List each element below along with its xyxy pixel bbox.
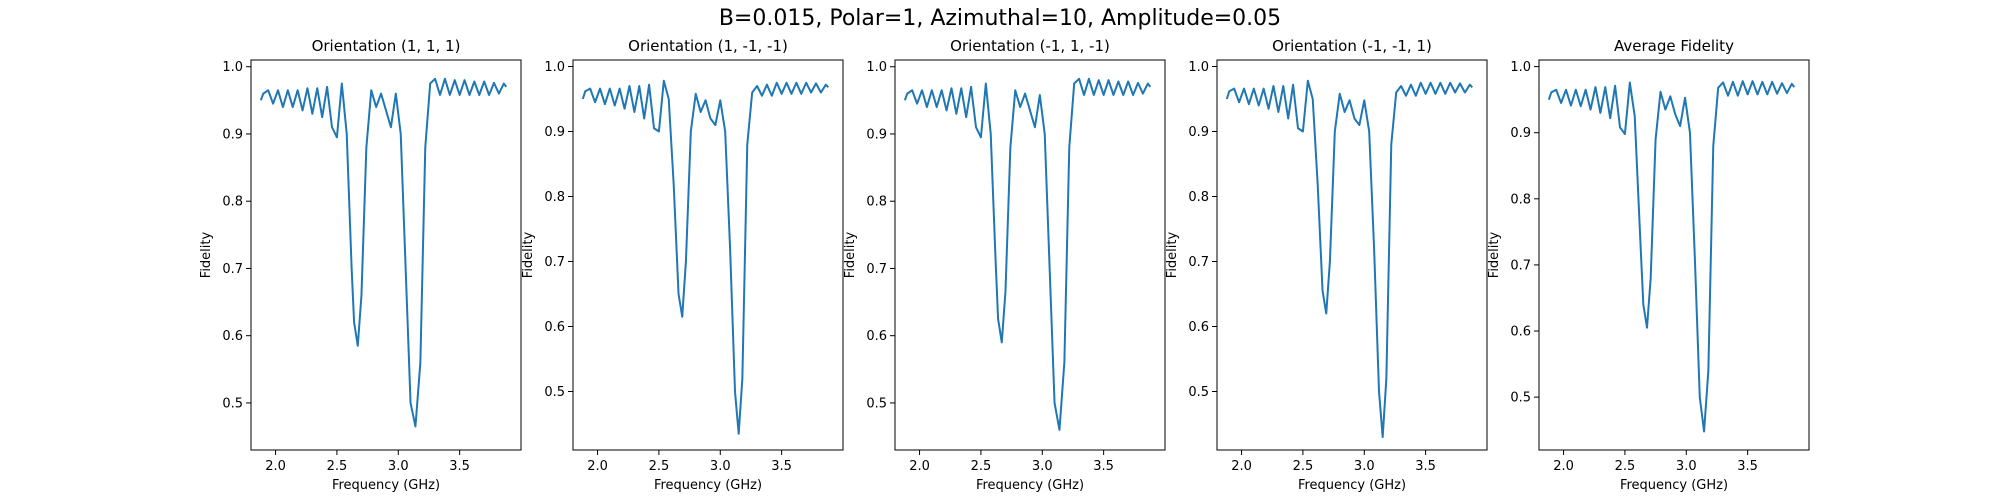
x-tick-label: 2.5 <box>1293 459 1314 474</box>
axes-frame <box>1538 59 1810 451</box>
series-line <box>1225 79 1473 438</box>
chart-title: Orientation (1, 1, 1) <box>312 37 461 55</box>
y-tick-label: 0.9 <box>544 125 565 140</box>
x-tick-label: 3.0 <box>1676 459 1697 474</box>
y-axis-label: Fidelity <box>1165 231 1180 278</box>
x-axis-label: Frequency (GHz) <box>1298 478 1406 493</box>
y-tick-label: 0.8 <box>544 190 565 205</box>
chart-title: Orientation (-1, 1, -1) <box>950 37 1110 55</box>
y-tick-label: 1.0 <box>1188 60 1209 75</box>
series-line <box>903 77 1152 431</box>
x-axis-label: Frequency (GHz) <box>1620 478 1728 493</box>
series-line <box>1547 80 1796 433</box>
axes-frame <box>572 59 844 451</box>
figure-title: B=0.015, Polar=1, Azimuthal=10, Amplitud… <box>718 6 1282 31</box>
axes-frame <box>250 59 522 451</box>
chart-title: Orientation (-1, -1, 1) <box>1272 37 1432 55</box>
x-tick-label: 2.0 <box>1553 459 1574 474</box>
y-tick-label: 0.7 <box>1510 258 1531 273</box>
x-tick-label: 2.0 <box>909 459 930 474</box>
chart-title: Average Fidelity <box>1614 37 1734 55</box>
x-tick-label: 3.5 <box>1093 459 1114 474</box>
y-tick-label: 0.9 <box>866 127 887 142</box>
x-axis-label: Frequency (GHz) <box>976 478 1084 493</box>
y-tick-label: 0.7 <box>544 255 565 270</box>
y-tick-label: 1.0 <box>544 60 565 75</box>
axes-frame <box>1216 59 1488 451</box>
y-tick-label: 0.6 <box>222 329 243 344</box>
x-tick-label: 3.5 <box>449 459 470 474</box>
y-tick-label: 0.9 <box>222 127 243 142</box>
series-line <box>581 79 829 435</box>
y-tick-label: 0.7 <box>1188 255 1209 270</box>
y-tick-label: 0.5 <box>1510 391 1531 406</box>
y-tick-label: 0.8 <box>866 195 887 210</box>
series-line <box>259 77 508 428</box>
x-tick-label: 2.5 <box>327 459 348 474</box>
x-axis-label: Frequency (GHz) <box>654 478 762 493</box>
y-tick-label: 1.0 <box>222 60 243 75</box>
x-tick-label: 3.0 <box>1354 459 1375 474</box>
y-tick-label: 1.0 <box>1510 60 1531 75</box>
y-tick-label: 0.6 <box>866 329 887 344</box>
x-tick-label: 3.5 <box>1415 459 1436 474</box>
x-tick-label: 2.5 <box>1615 459 1636 474</box>
x-tick-label: 3.0 <box>710 459 731 474</box>
y-tick-label: 0.8 <box>222 195 243 210</box>
y-tick-label: 0.9 <box>1510 126 1531 141</box>
y-tick-label: 0.5 <box>222 396 243 411</box>
chart-panel-4: Orientation (-1, -1, 1) 2.0 2.5 3.0 3.5 0.5 0.… <box>1165 37 1488 493</box>
axes-frame <box>894 59 1166 451</box>
y-tick-label: 0.6 <box>544 320 565 335</box>
x-axis-label: Frequency (GHz) <box>332 478 440 493</box>
y-tick-label: 0.7 <box>866 262 887 277</box>
y-tick-label: 0.5 <box>544 385 565 400</box>
y-tick-label: 0.6 <box>1510 325 1531 340</box>
chart-panel-5: Average Fidelity 2.0 2.5 3.0 3.5 0.5 0.6 0.7 0.8… <box>1487 37 1810 493</box>
y-tick-label: 0.6 <box>1188 320 1209 335</box>
y-axis-label: Fidelity <box>843 231 858 278</box>
y-tick-label: 0.9 <box>1188 125 1209 140</box>
y-tick-label: 0.5 <box>1188 385 1209 400</box>
y-axis-label: Fidelity <box>199 231 214 278</box>
y-axis-label: Fidelity <box>1487 231 1502 278</box>
chart-panel-3: Orientation (-1, 1, -1) 2.0 2.5 3.0 3.5 0.5 0.… <box>843 37 1166 493</box>
y-axis-label: Fidelity <box>521 231 536 278</box>
y-tick-label: 1.0 <box>866 60 887 75</box>
y-tick-label: 0.5 <box>866 396 887 411</box>
x-tick-label: 2.5 <box>971 459 992 474</box>
x-tick-label: 3.0 <box>388 459 409 474</box>
x-tick-label: 3.5 <box>771 459 792 474</box>
x-tick-label: 2.0 <box>1231 459 1252 474</box>
x-tick-label: 2.0 <box>265 459 286 474</box>
chart-title: Orientation (1, -1, -1) <box>628 37 788 55</box>
y-tick-label: 0.7 <box>222 262 243 277</box>
x-tick-label: 3.0 <box>1032 459 1053 474</box>
chart-panel-2: Orientation (1, -1, -1) 2.0 2.5 3.0 3.5 0.5 0.… <box>521 37 844 493</box>
x-tick-label: 2.0 <box>587 459 608 474</box>
x-tick-label: 3.5 <box>1737 459 1758 474</box>
y-tick-label: 0.8 <box>1510 192 1531 207</box>
y-tick-label: 0.8 <box>1188 190 1209 205</box>
x-tick-label: 2.5 <box>649 459 670 474</box>
chart-panel-1: Orientation (1, 1, 1) 2.0 2.5 3.0 3.5 0.5 0.6 0… <box>199 37 522 493</box>
